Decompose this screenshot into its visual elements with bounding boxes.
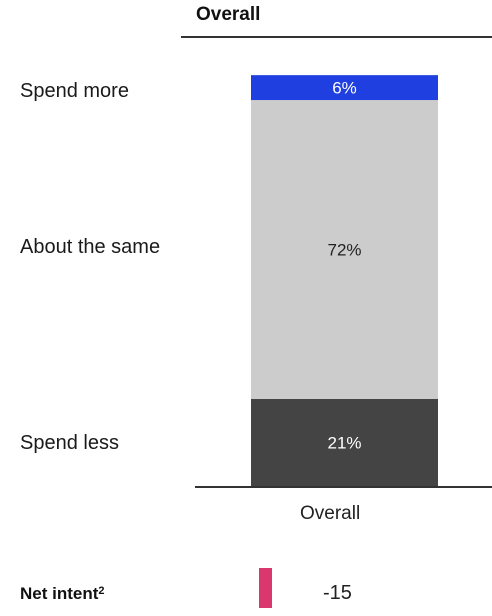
row-label-spend-less: Spend less (20, 432, 119, 454)
net-intent-label: Net intent2 (20, 584, 105, 604)
bar-segment-about-the-same (251, 100, 438, 399)
x-axis-baseline (195, 486, 492, 488)
x-category-label: Overall (300, 503, 361, 524)
bar-segment-spend-more (251, 75, 438, 101)
bar-segment-spend-less (251, 398, 438, 486)
row-label-about-same: About the same (20, 236, 161, 258)
net-intent-value: -15 (323, 582, 352, 604)
net-intent-footnote: 2 (98, 585, 105, 597)
chart-title: Overall (196, 4, 261, 25)
net-intent-text: Net intent (20, 584, 99, 603)
header-divider (181, 36, 492, 38)
row-label-spend-more: Spend more (20, 80, 129, 102)
net-intent-bar (259, 568, 272, 609)
data-label-spend-less: 21% (327, 433, 361, 452)
data-label-spend-more: 6% (332, 79, 357, 98)
data-label-about-the-same: 72% (327, 240, 361, 259)
